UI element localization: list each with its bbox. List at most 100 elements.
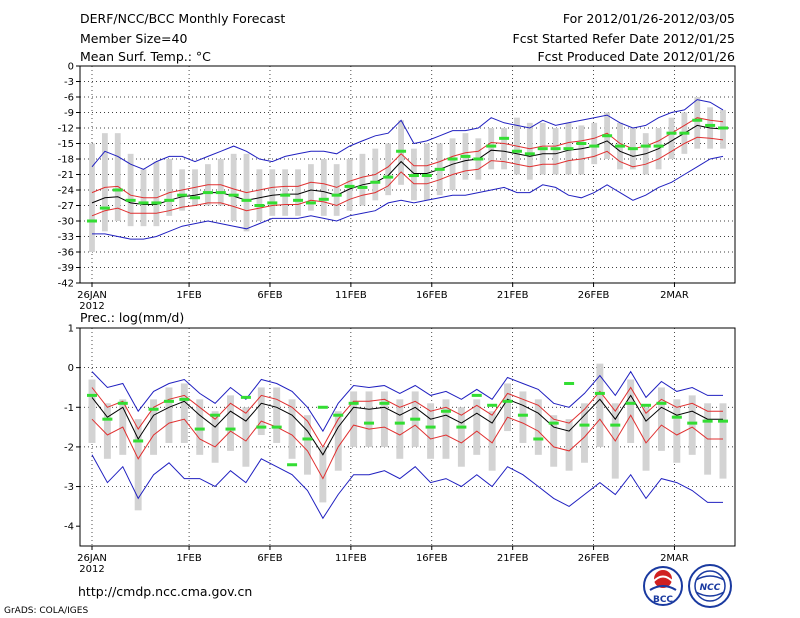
obs-marker: [215, 191, 226, 195]
obs-marker: [548, 421, 559, 425]
spread-box: [288, 399, 296, 459]
spread-box: [365, 391, 373, 447]
spread-box: [504, 383, 511, 432]
inner-lower-line: [91, 414, 723, 480]
obs-marker: [473, 157, 484, 161]
x-tick-label: 11FEB: [335, 290, 367, 301]
obs-marker: [718, 126, 728, 130]
plot-frame: [79, 327, 736, 547]
obs-marker: [164, 198, 175, 202]
obs-marker: [421, 174, 432, 178]
obs-marker: [502, 399, 513, 403]
y-tick-label: -1: [64, 403, 74, 414]
spread-box: [273, 387, 281, 443]
obs-marker: [228, 193, 239, 197]
x-tick-label: 2MAR: [660, 290, 689, 301]
obs-marker: [370, 180, 381, 184]
spread-box: [227, 395, 234, 451]
obs-marker: [396, 149, 407, 153]
obs-marker: [280, 193, 291, 197]
spread-box: [427, 403, 435, 459]
spread-box: [359, 153, 366, 206]
spread-box: [627, 379, 635, 443]
x-tick-label: 2MAR: [660, 553, 689, 564]
footer-url[interactable]: http://cmdp.ncc.cma.gov.cn: [78, 584, 252, 599]
obs-marker: [576, 142, 587, 145]
obs-marker: [627, 147, 638, 151]
obs-marker: [383, 175, 394, 179]
obs-marker: [718, 419, 728, 423]
obs-marker: [394, 421, 405, 425]
spread-box: [103, 403, 111, 459]
x-tick-label: 16FEB: [416, 290, 448, 301]
y-tick-label: -3: [64, 482, 74, 493]
obs-marker: [641, 403, 652, 407]
obs-marker: [138, 201, 149, 205]
y-tick-label: -27: [58, 201, 74, 212]
obs-marker: [293, 198, 304, 202]
ncc-logo-text: NCC: [700, 583, 721, 593]
spread-box: [668, 117, 675, 159]
spread-box: [150, 399, 158, 455]
y-tick-label: -3: [64, 77, 74, 88]
y-tick-label: -9: [64, 108, 74, 119]
obs-marker: [287, 463, 298, 467]
spread-box: [282, 169, 289, 216]
spread-box: [134, 419, 142, 511]
obs-marker: [254, 204, 265, 207]
header-fcst-produced: Fcst Produced Date 2012/01/26: [537, 49, 735, 64]
outer-lower-line: [91, 454, 723, 520]
inner-lower-line: [91, 136, 724, 217]
obs-marker: [344, 184, 355, 188]
obs-marker: [471, 393, 482, 397]
spread-box: [256, 169, 263, 221]
spread-box: [442, 399, 450, 459]
spread-box: [380, 391, 388, 447]
obs-marker: [151, 201, 162, 205]
spread-box: [581, 403, 588, 463]
spread-box: [688, 395, 696, 455]
obs-marker: [440, 409, 451, 413]
spread-box: [89, 143, 95, 252]
obs-marker: [240, 395, 251, 399]
obs-marker: [425, 425, 436, 429]
obs-marker: [460, 154, 471, 158]
obs-marker: [177, 193, 188, 197]
obs-marker: [302, 437, 313, 441]
obs-marker: [692, 118, 703, 122]
x-tick-label: 11FEB: [335, 553, 367, 564]
x-tick-label: 1FEB: [176, 553, 201, 564]
x-tick-label: 26JAN: [77, 553, 107, 564]
spread-box: [565, 419, 573, 471]
spread-box: [242, 407, 250, 467]
precip-title: Prec.: log(mm/d): [80, 310, 184, 325]
grads-credit: GrADS: COLA/IGES: [4, 606, 88, 616]
ncc-logo: NCC: [688, 564, 732, 608]
spread-box: [350, 391, 358, 447]
obs-marker: [653, 144, 664, 148]
y-tick-label: -15: [58, 139, 74, 150]
precipitation-panel: 1 0 -1 -2 -3 -4 26JAN 1FEB 6FEB 11FEB 16FEB 21FEB 26…: [64, 324, 736, 575]
spread-box: [596, 363, 604, 447]
spread-box: [488, 411, 496, 471]
obs-marker: [594, 391, 605, 395]
obs-marker: [190, 196, 201, 200]
x-tick-label: 16FEB: [416, 553, 448, 564]
obs-marker: [499, 136, 510, 140]
obs-marker: [333, 413, 344, 417]
obs-marker: [99, 206, 110, 210]
x-year-label: 2012: [79, 564, 104, 575]
temperature-panel: 0 -3 -6 -9 -12 -15 -18 -21 -24 -27 -30 -33 -36 -39 -42…: [58, 62, 736, 312]
spread-box: [396, 399, 404, 459]
header-title: DERF/NCC/BCC Monthly Forecast: [80, 11, 285, 26]
obs-marker: [357, 185, 368, 189]
spread-box: [657, 387, 665, 451]
x-year-label: 2012: [79, 301, 104, 312]
spread-box: [333, 164, 340, 216]
spread-box: [346, 159, 353, 211]
x-tick-label: 6FEB: [257, 553, 282, 564]
obs-marker: [666, 131, 677, 135]
obs-marker: [348, 401, 359, 405]
obs-marker: [447, 157, 458, 161]
obs-marker: [524, 152, 535, 156]
